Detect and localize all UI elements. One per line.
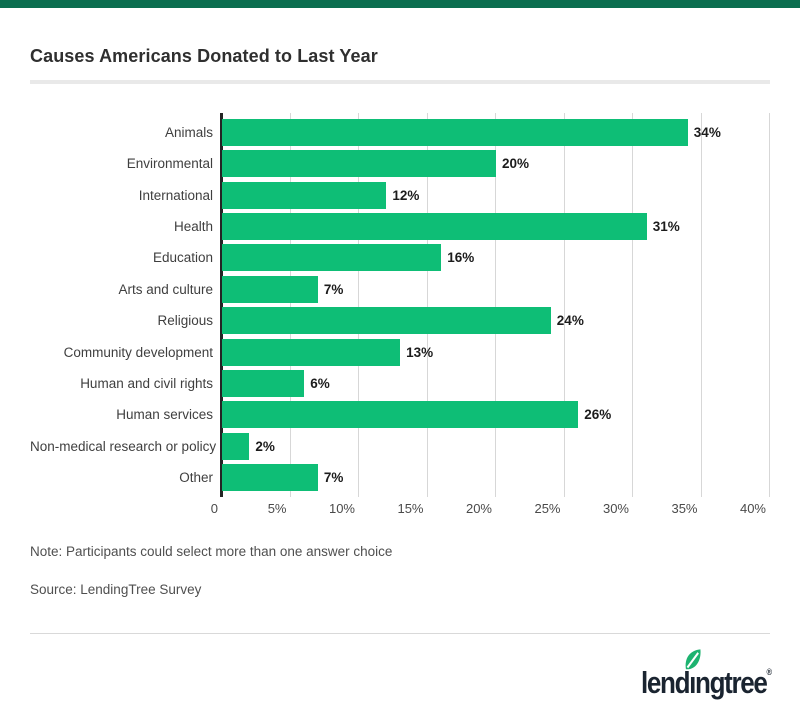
- chart-row: Health 31%: [30, 213, 770, 241]
- x-tick-label: 5%: [267, 501, 287, 516]
- gridline: [700, 113, 702, 497]
- chart-row: Environmental 20%: [30, 150, 770, 178]
- category-label: Arts and culture: [118, 281, 213, 297]
- y-axis-line: [220, 113, 223, 497]
- bar-track: 26%: [222, 401, 770, 429]
- bar: [222, 119, 688, 146]
- category-label: Human services: [116, 407, 213, 423]
- lendingtree-logo: lendı ngtree®: [641, 649, 772, 706]
- bar: [222, 181, 387, 209]
- gridline: [426, 113, 428, 497]
- bar: [222, 150, 496, 178]
- chart-row: Arts and culture 7%: [30, 275, 770, 303]
- gridlines: [222, 113, 770, 497]
- x-tick-label: 15%: [397, 501, 424, 516]
- value-label: 31%: [652, 219, 680, 235]
- category-label: Environmental: [126, 156, 213, 172]
- bar: [222, 307, 551, 335]
- category-label: Other: [179, 469, 213, 485]
- bar: [222, 338, 401, 366]
- x-tick-label: 0: [210, 501, 218, 516]
- value-label: 12%: [392, 187, 420, 203]
- bar-track: 7%: [222, 463, 770, 491]
- category-label: Religious: [157, 313, 213, 329]
- bar: [222, 463, 318, 491]
- top-accent-bar: [0, 0, 800, 8]
- x-tick-label: 40%: [739, 501, 766, 516]
- x-axis-tick-labels: 0 5% 10% 15% 20% 25% 30% 35% 40%: [211, 501, 770, 517]
- bar-track: 34%: [222, 119, 770, 146]
- bar-track: 13%: [222, 338, 770, 366]
- category-label: International: [138, 187, 213, 203]
- bar: [222, 432, 250, 460]
- bar-track: 6%: [222, 369, 770, 397]
- x-tick-label: 30%: [602, 501, 629, 516]
- gridline: [769, 113, 770, 497]
- bar-track: 12%: [222, 181, 770, 209]
- bar-track: 24%: [222, 307, 770, 335]
- leaf-icon: [685, 649, 701, 670]
- bar-track: 7%: [222, 275, 770, 303]
- bar: [222, 401, 579, 429]
- bar-track: 20%: [222, 150, 770, 178]
- chart-row: International 12%: [30, 181, 770, 209]
- chart-row: Other 7%: [30, 463, 770, 491]
- bar: [222, 213, 647, 241]
- value-label: 26%: [584, 407, 612, 423]
- x-tick-label: 20%: [465, 501, 492, 516]
- bar: [222, 275, 318, 303]
- category-label: Non-medical research or policy: [30, 438, 217, 454]
- category-label: Animals: [164, 125, 213, 140]
- registered-mark: ®: [766, 667, 772, 677]
- chart-title: Causes Americans Donated to Last Year: [30, 46, 378, 66]
- chart-rows: Animals 34% Environmental 20% International 1…: [30, 119, 770, 491]
- bar-track: 31%: [222, 213, 770, 241]
- x-tick-label: 10%: [328, 501, 355, 516]
- category-label: Community development: [63, 344, 213, 360]
- gridline: [495, 113, 496, 497]
- bar-track: 2%: [222, 432, 770, 460]
- chart-row: Community development 13%: [30, 338, 770, 366]
- value-label: 13%: [406, 344, 434, 360]
- value-label: 7%: [323, 281, 344, 297]
- gridline: [563, 113, 565, 497]
- chart-row: Religious 24%: [30, 307, 770, 335]
- value-label: 2%: [255, 438, 275, 454]
- value-label: 34%: [693, 125, 721, 140]
- x-tick-label: 25%: [534, 501, 561, 516]
- category-label: Education: [152, 250, 213, 266]
- chart-row: Human services 26%: [30, 401, 770, 429]
- source-text: Source: LendingTree Survey: [30, 582, 202, 597]
- bar-track: 16%: [222, 244, 770, 272]
- chart-row: Non-medical research or policy 2%: [30, 432, 770, 460]
- note-text: Note: Participants could select more tha…: [30, 544, 393, 559]
- footer-divider: [30, 633, 770, 634]
- gridline: [289, 113, 291, 497]
- category-label: Human and civil rights: [80, 375, 213, 391]
- x-tick-label: 35%: [671, 501, 698, 516]
- chart-row: Education 16%: [30, 244, 770, 272]
- bar-chart: Animals 34% Environmental 20% International 1…: [30, 113, 770, 516]
- gridline: [632, 113, 633, 497]
- logo-wordmark: lendı ngtree: [641, 649, 768, 700]
- bar: [222, 369, 305, 397]
- value-label: 16%: [447, 250, 475, 266]
- gridline: [358, 113, 359, 497]
- logo-letter-i: ı: [685, 649, 701, 706]
- value-label: 20%: [502, 156, 530, 172]
- title-divider: [30, 80, 770, 84]
- chart-row: Human and civil rights 6%: [30, 369, 770, 397]
- value-label: 7%: [323, 469, 344, 485]
- value-label: 24%: [556, 313, 584, 329]
- chart-row: Animals 34%: [30, 119, 770, 146]
- bar: [222, 244, 442, 272]
- value-label: 6%: [310, 375, 330, 391]
- category-label: Health: [173, 219, 213, 235]
